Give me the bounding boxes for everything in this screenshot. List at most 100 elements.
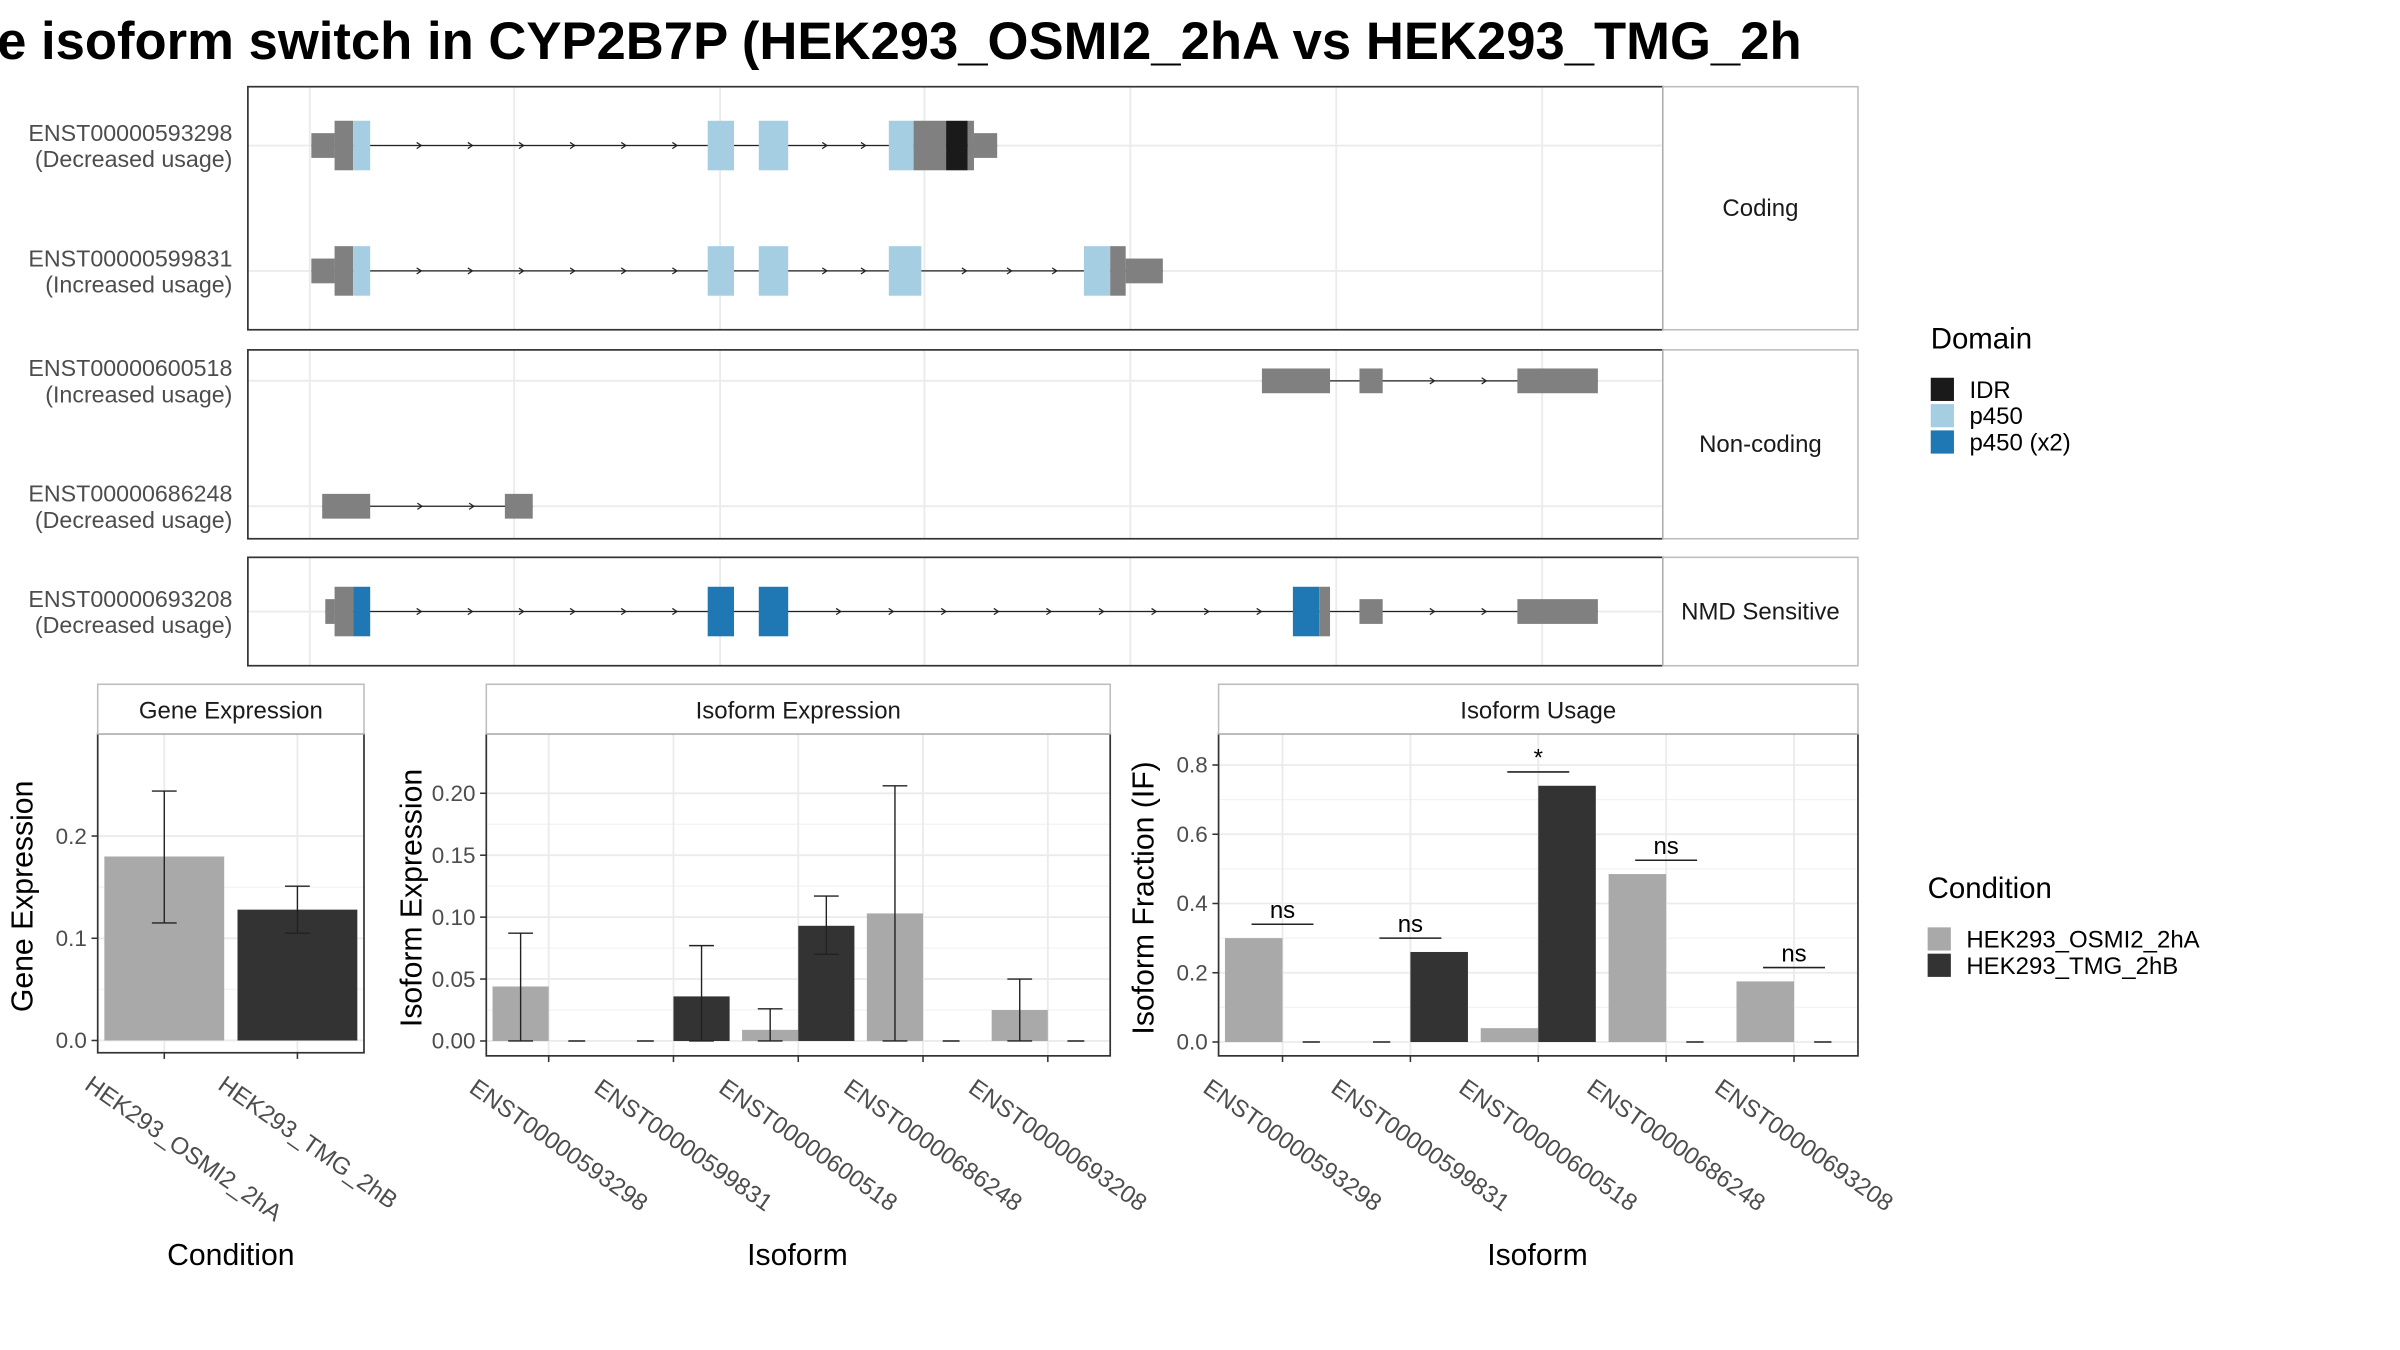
- transcript-id: ENST00000600518: [28, 355, 232, 381]
- intron-arrow: [860, 267, 867, 275]
- legend-swatch: [1927, 953, 1951, 977]
- y-tick-label: 0.05: [432, 967, 476, 992]
- intron-arrow: [1046, 607, 1053, 616]
- exon: [1292, 586, 1320, 637]
- transcript-track: [322, 493, 533, 519]
- transcript-id: ENST00000599831: [28, 245, 232, 271]
- significance-label: *: [1534, 745, 1543, 772]
- y-tick-label: 0.6: [1177, 822, 1208, 847]
- transcript-usage: (Increased usage): [45, 272, 232, 298]
- exon: [1359, 368, 1383, 394]
- intron-arrow: [1481, 377, 1488, 385]
- intron-arrow: [1256, 607, 1263, 616]
- intron-arrow: [518, 607, 525, 616]
- transcript-id: ENST00000693208: [28, 586, 232, 612]
- y-tick-label: 0.8: [1177, 753, 1208, 778]
- exon: [1083, 246, 1111, 296]
- intron-arrow: [1151, 607, 1158, 616]
- exon: [322, 493, 371, 519]
- intron-arrow: [416, 141, 423, 150]
- facet-strip-label: Isoform Expression: [696, 697, 901, 724]
- x-axis-title: Condition: [167, 1239, 294, 1272]
- intron-arrow: [620, 141, 627, 150]
- transcript-id: ENST00000593298: [28, 120, 232, 146]
- significance-label: ns: [1781, 940, 1806, 967]
- exon: [707, 586, 735, 637]
- intron-arrow: [620, 607, 627, 616]
- bar: [1480, 1028, 1539, 1042]
- facet-strip-label: Isoform Usage: [1460, 697, 1616, 724]
- intron-arrow: [620, 267, 627, 275]
- exon: [888, 120, 914, 171]
- y-tick-label: 0.1: [56, 926, 87, 951]
- intron-arrow: [416, 267, 423, 275]
- exon: [888, 246, 922, 296]
- intron-arrow: [569, 607, 576, 616]
- intron-arrow: [416, 607, 423, 616]
- exon: [311, 258, 335, 284]
- exon: [758, 120, 789, 171]
- bar: [1538, 785, 1596, 1042]
- transcript-track: [311, 120, 998, 171]
- intron-arrow: [860, 141, 867, 150]
- bar: [1410, 951, 1468, 1042]
- intron-arrow: [888, 607, 895, 616]
- structure-panel: ENST00000693208(Decreased usage) NMD Sens…: [28, 556, 1859, 667]
- facet-strip-label: Non-coding: [1699, 431, 1822, 458]
- transcript-track: [311, 246, 1163, 296]
- significance-label: ns: [1398, 911, 1423, 938]
- exon: [311, 133, 335, 158]
- intron-arrow: [1429, 607, 1436, 616]
- intron-arrow: [961, 267, 968, 275]
- transcript-id: ENST00000686248: [28, 481, 232, 507]
- facet-strip: [1217, 683, 1859, 735]
- chart-panel: Isoform Expression0.000.050.100.150.20EN…: [395, 683, 1152, 1272]
- y-tick-label: 0.2: [1177, 960, 1208, 985]
- bar: [1736, 981, 1795, 1042]
- bar: [1224, 938, 1283, 1042]
- facet-strip-label: NMD Sensitive: [1681, 598, 1840, 625]
- structure-panel: ENST00000593298(Decreased usage) ENST0000…: [28, 85, 1859, 331]
- intron-arrow: [467, 267, 474, 275]
- exon: [973, 133, 998, 158]
- legend-swatch: [1930, 430, 1954, 454]
- y-tick-label: 0.20: [432, 781, 476, 806]
- intron-arrow: [1481, 607, 1488, 616]
- y-axis-title: Gene Expression: [7, 781, 40, 1012]
- legend-label: p450: [1969, 403, 2022, 430]
- facet-strip-label: Coding: [1722, 195, 1798, 222]
- chart-panel: Gene Expression0.00.10.2HEK293_OSMI2_2hA…: [7, 683, 402, 1272]
- y-tick-label: 0.0: [1177, 1030, 1208, 1055]
- intron-arrow: [1051, 267, 1058, 275]
- panel-background: [247, 349, 1663, 539]
- intron-arrow: [993, 607, 1000, 616]
- intron-arrow: [518, 141, 525, 150]
- bar: [1608, 874, 1667, 1042]
- intron-arrow: [672, 607, 679, 616]
- exon: [913, 120, 947, 171]
- x-axis-title: Isoform: [747, 1239, 848, 1272]
- intron-arrow: [1203, 607, 1210, 616]
- significance-label: ns: [1270, 897, 1295, 924]
- exon: [504, 493, 533, 519]
- facet-strip: [1662, 349, 1859, 540]
- intron-arrow: [1429, 377, 1436, 385]
- intron-arrow: [467, 141, 474, 150]
- exon: [334, 586, 354, 637]
- exon: [758, 586, 789, 637]
- facet-strip-label: Gene Expression: [139, 697, 323, 724]
- intron-arrow: [467, 607, 474, 616]
- exon: [946, 120, 968, 171]
- exon: [1261, 368, 1331, 394]
- exon: [1125, 258, 1163, 284]
- exon: [1517, 368, 1598, 394]
- intron-arrow: [672, 141, 679, 150]
- exon: [1319, 586, 1331, 637]
- legend-label: IDR: [1969, 377, 2010, 404]
- exon: [1359, 599, 1383, 624]
- intron-arrow: [835, 607, 842, 616]
